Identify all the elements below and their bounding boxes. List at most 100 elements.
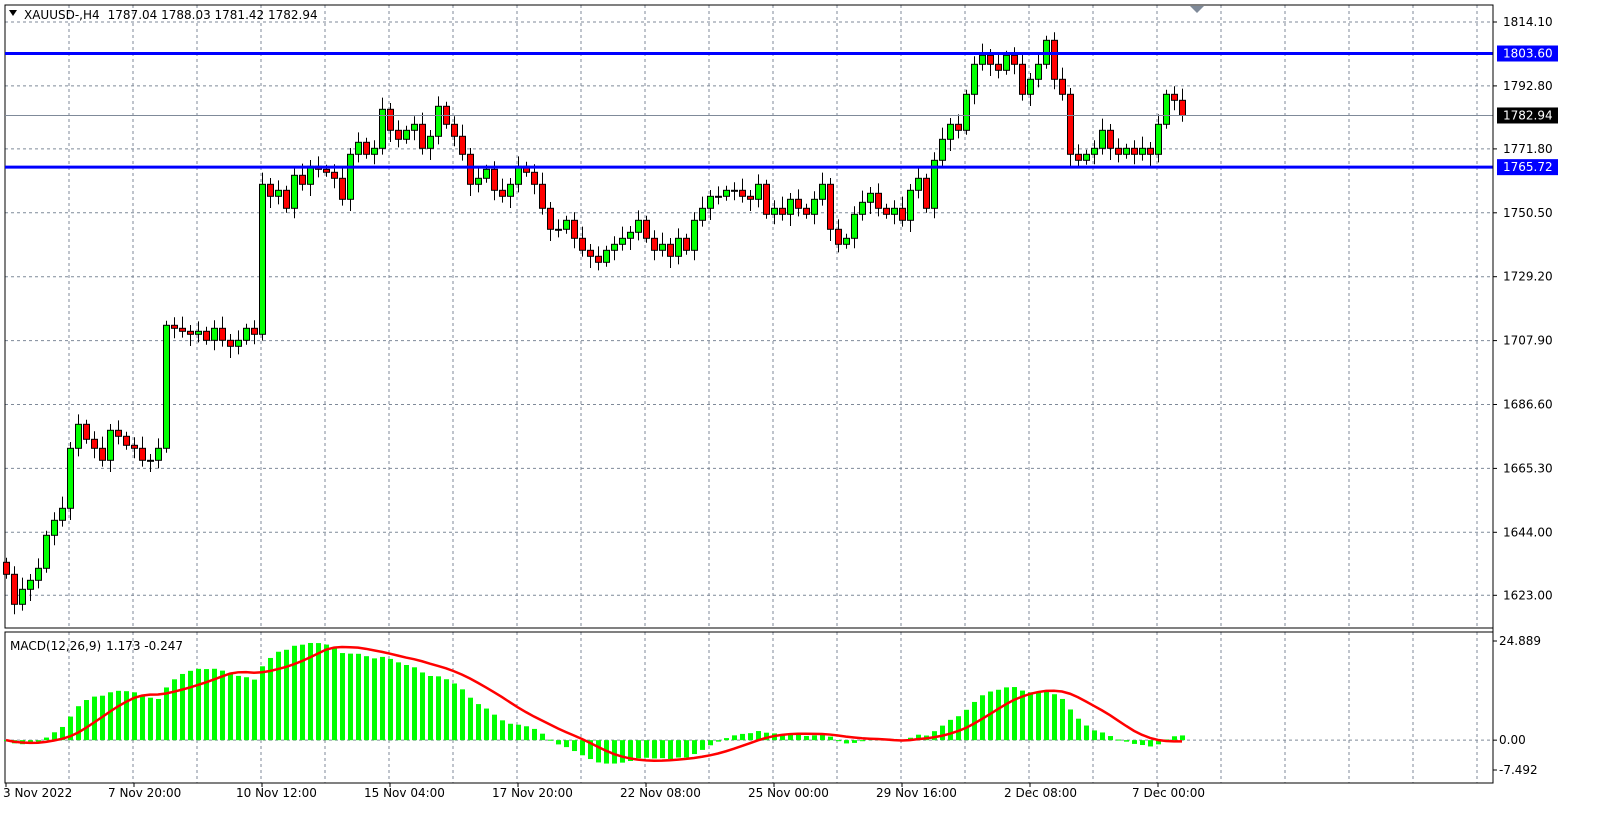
level-price-label: 1803.60 [1503, 47, 1553, 61]
macd-histogram-bar [580, 740, 585, 756]
time-tick-label: 7 Dec 00:00 [1132, 786, 1205, 800]
macd-histogram-bar [780, 734, 785, 741]
macd-histogram-bar [1044, 690, 1049, 741]
candle [1019, 52, 1026, 101]
bull-candle-body [963, 93, 970, 131]
macd-histogram-bar [492, 714, 497, 741]
price-tick-label: 1750.50 [1503, 206, 1553, 220]
bear-candle-body [451, 123, 458, 137]
macd-histogram-bar [340, 653, 345, 741]
level-price-tag [1497, 45, 1558, 62]
time-tick-label: 25 Nov 00:00 [748, 786, 829, 800]
bull-candle-body [435, 105, 442, 137]
bull-candle-body [659, 243, 666, 251]
candle [395, 120, 402, 148]
bear-candle-body [763, 183, 770, 215]
price-axis[interactable]: 1814.10 1792.80 1771.80 1750.50 1729.20 1707.… [1492, 5, 1558, 783]
bull-candle-body [843, 237, 850, 245]
candle [1131, 140, 1138, 165]
macd-histogram-bar [1140, 740, 1145, 746]
macd-histogram-bar [468, 697, 473, 741]
candle [843, 233, 850, 249]
macd-histogram-bar [836, 740, 841, 742]
candle [963, 89, 970, 135]
bull-candle-body [347, 153, 354, 200]
bull-candle-body [291, 174, 298, 209]
macd-histogram-bar [948, 719, 953, 741]
macd-histogram-bar [1012, 687, 1017, 741]
horizontal-lines[interactable] [5, 52, 1493, 169]
bull-candle-body [715, 195, 722, 198]
macd-histogram-bar [916, 734, 921, 741]
macd-histogram-bar [92, 696, 97, 741]
bear-candle-body [267, 183, 274, 197]
bear-candle-body [995, 63, 1002, 71]
candle [275, 180, 282, 205]
bear-candle-body [1019, 63, 1026, 95]
candle [467, 148, 474, 196]
candle [539, 172, 546, 215]
candle [579, 226, 586, 257]
bull-candle-body [1155, 123, 1162, 155]
macd-histogram-bar [148, 697, 153, 741]
bull-candle-body [59, 507, 66, 521]
macd-histogram-bar [548, 739, 553, 741]
macd-histogram-bar [804, 735, 809, 741]
macd-histogram-bar [436, 676, 441, 741]
chart-shift-marker-icon[interactable] [1190, 6, 1204, 13]
macd-histogram-bar [684, 740, 689, 758]
bear-candle-body [491, 168, 498, 191]
macd-histogram-bar [556, 740, 561, 745]
candle [1099, 118, 1106, 155]
macd-histogram-bar [284, 649, 289, 741]
bull-candle-body [931, 159, 938, 209]
candle [43, 530, 50, 573]
macd-histogram-bar [1108, 736, 1113, 741]
candle [667, 238, 674, 268]
bear-candle-body [323, 168, 330, 173]
candle [979, 43, 986, 71]
bear-candle-body [923, 177, 930, 209]
macd-histogram-bar [972, 701, 977, 741]
macd-histogram-bar [524, 726, 529, 741]
macd-histogram-bar [796, 734, 801, 741]
macd-histogram-bar [164, 687, 169, 741]
candle [907, 184, 914, 232]
bull-candle-body [1035, 63, 1042, 80]
macd-histogram-bar [676, 740, 681, 758]
macd-histogram-bar [940, 725, 945, 741]
bear-candle-body [827, 183, 834, 230]
macd-histogram-bar [820, 733, 825, 741]
bear-candle-body [83, 423, 90, 440]
candle [1115, 138, 1122, 163]
bull-candle-body [691, 219, 698, 251]
bear-candle-body [203, 330, 210, 341]
bull-candle-body [195, 330, 202, 335]
macd-histogram-bar [988, 691, 993, 741]
macd-histogram-bar [596, 740, 601, 763]
macd-histogram-bar [244, 677, 249, 741]
price-panel-border [4, 4, 1494, 629]
macd-histogram-bar [356, 653, 361, 741]
bull-candle-body [891, 207, 898, 215]
time-axis[interactable]: 3 Nov 2022 7 Nov 20:00 10 Nov 12:00 15 Nov … [3, 783, 1205, 800]
macd-histogram-bar [612, 740, 617, 764]
bull-candle-body [163, 324, 170, 449]
bull-candle-body [811, 198, 818, 215]
macd-histogram-bar [1148, 740, 1153, 747]
bear-candle-body [99, 447, 106, 461]
candle [107, 424, 114, 472]
bull-candle-body [787, 198, 794, 215]
macd-histogram-bar [1092, 730, 1097, 741]
time-tick-label: 3 Nov 2022 [3, 786, 72, 800]
candle [1163, 89, 1170, 129]
macd-histogram-bar [516, 724, 521, 741]
dropdown-triangle-icon[interactable] [9, 10, 17, 16]
candle [11, 566, 18, 615]
candle [363, 137, 370, 159]
candle [683, 233, 690, 255]
bear-candle-body [91, 438, 98, 449]
bear-candle-body [595, 255, 602, 263]
macd-histogram-bar [788, 734, 793, 741]
